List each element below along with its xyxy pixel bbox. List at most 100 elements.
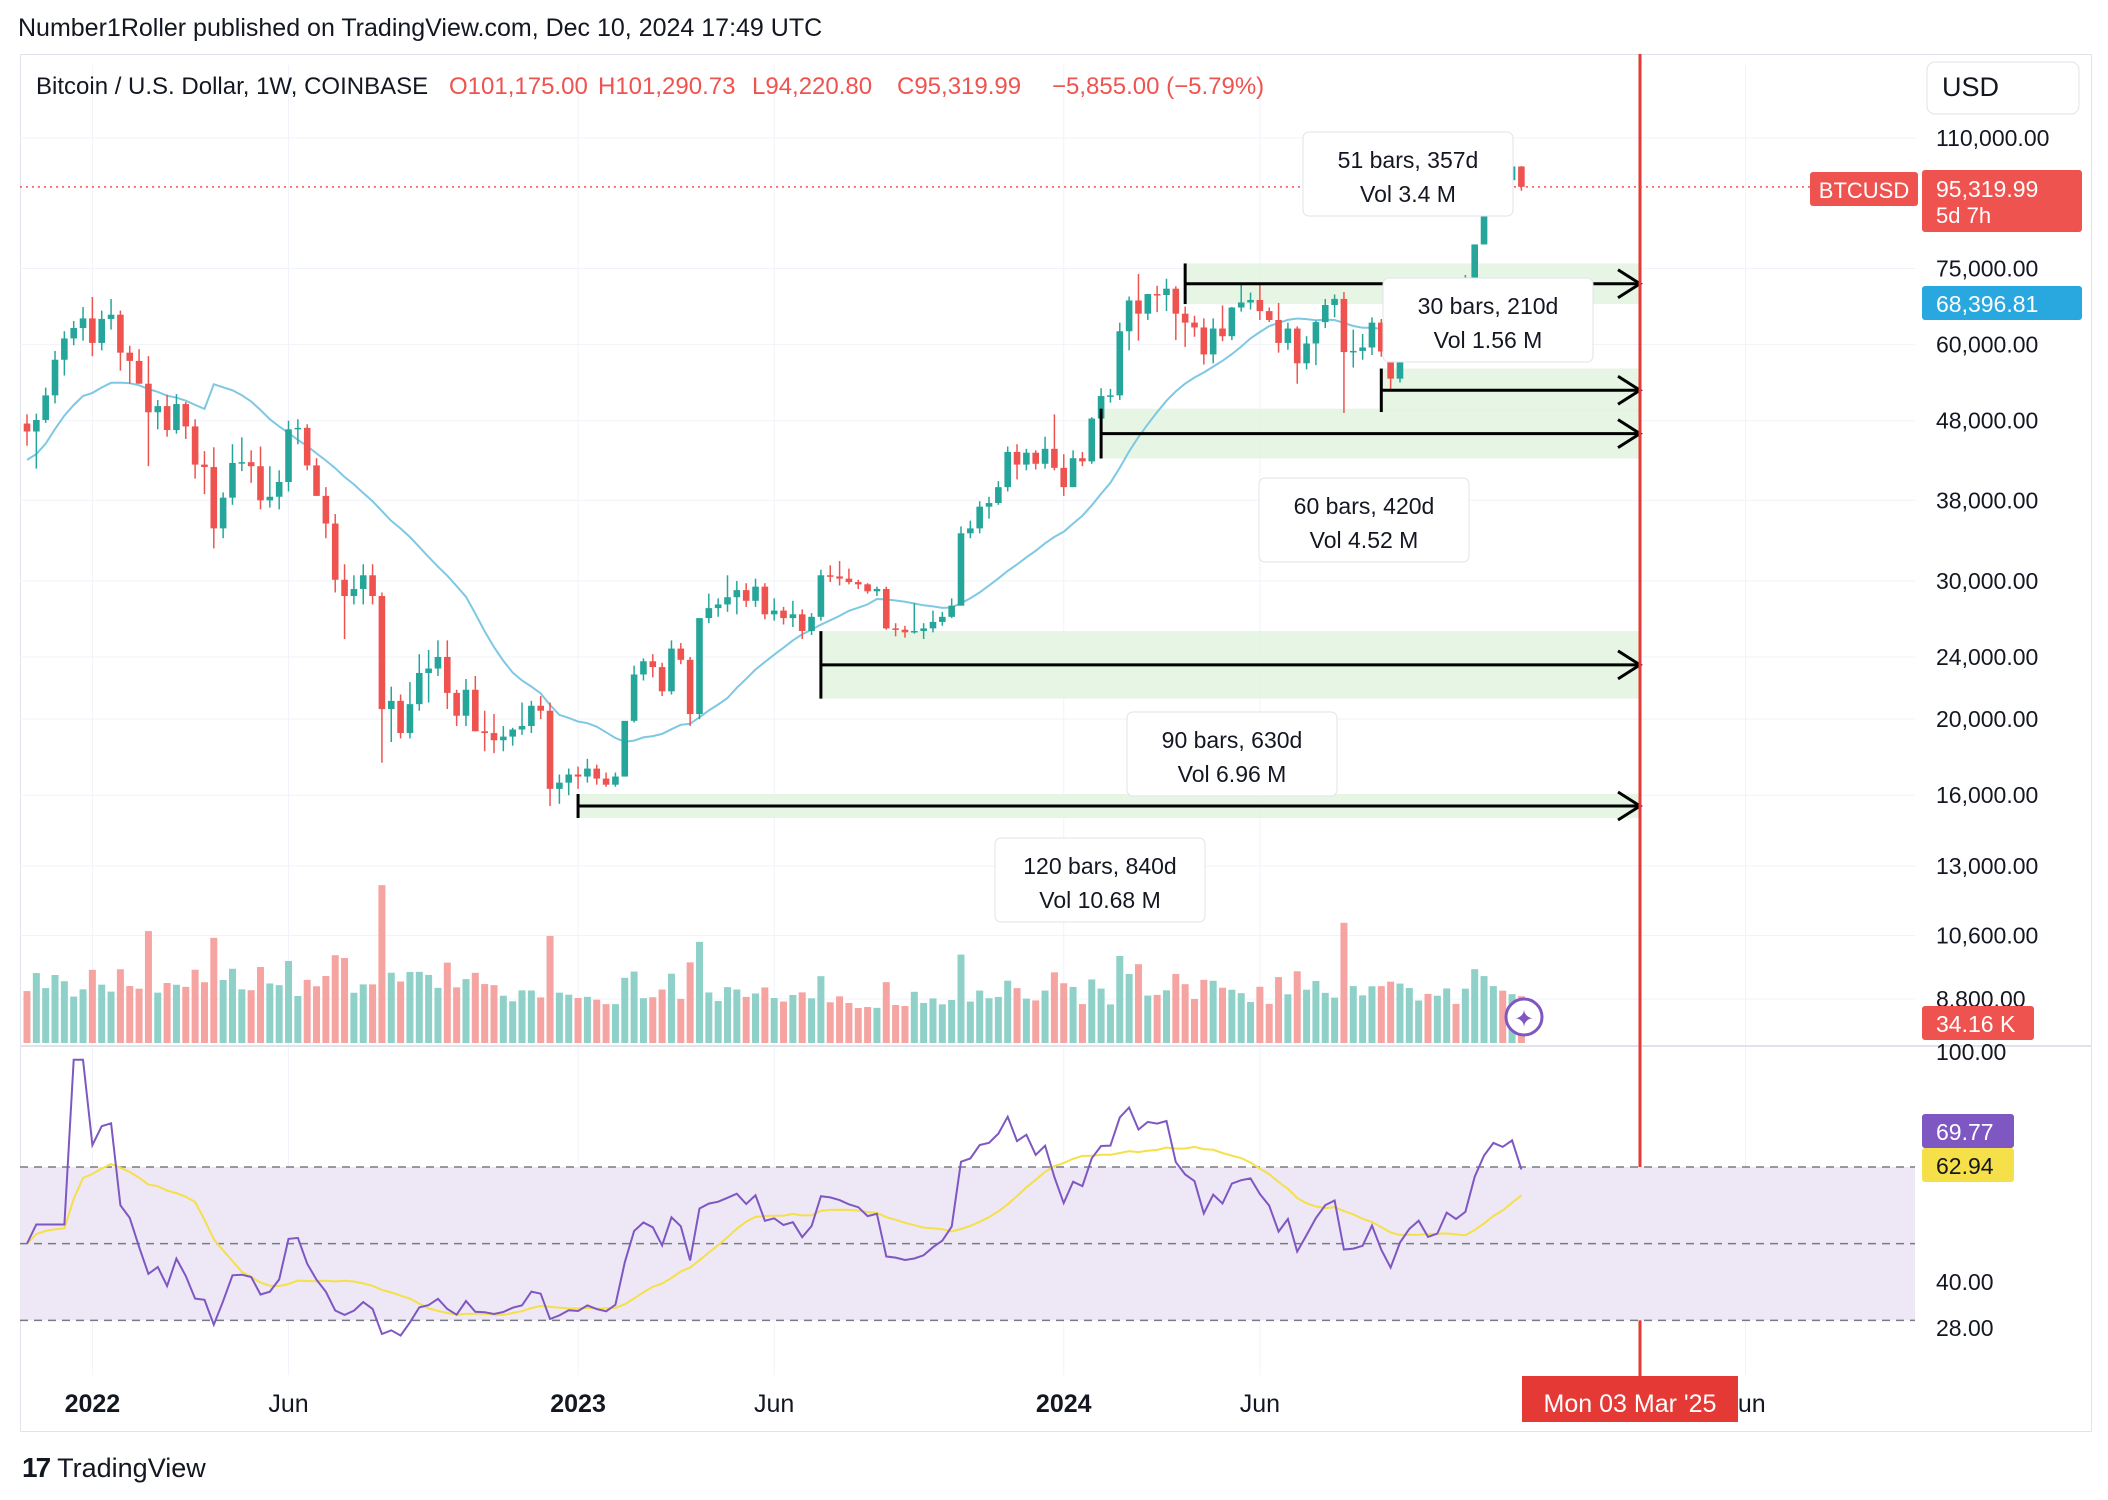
volume-bar: [752, 993, 760, 1043]
candle-body: [229, 462, 236, 498]
annotation-label-box: [1382, 277, 1594, 363]
candle-body: [1387, 351, 1394, 379]
volume-bar: [836, 996, 844, 1043]
volume-bar: [1275, 977, 1283, 1043]
candle-body: [23, 423, 31, 432]
volume-bar: [1293, 971, 1301, 1043]
candle-body: [191, 426, 199, 465]
volume-bar: [1312, 980, 1320, 1043]
volume-bar: [882, 982, 890, 1043]
volume-badge: [1922, 1006, 2034, 1040]
candle-body: [1172, 288, 1180, 314]
time-tick-label: 2023: [550, 1390, 606, 1418]
candle-body: [518, 726, 526, 730]
candle-body: [173, 404, 180, 431]
volume-bar: [32, 973, 40, 1043]
candle-body: [490, 733, 498, 741]
volume-bar: [994, 996, 1002, 1043]
volume-bar: [854, 1007, 862, 1043]
volume-bar: [780, 1001, 788, 1043]
tradingview-logo[interactable]: 17 TradingView: [22, 1452, 206, 1484]
countdown: 5d 7h: [1936, 203, 1991, 228]
rsi-ma-badge: [1922, 1148, 2014, 1182]
annotation-bars-label: 90 bars, 630d: [1162, 727, 1303, 753]
price-tick-label: 38,000.00: [1936, 487, 2038, 513]
volume-bar: [1181, 984, 1189, 1043]
candle-body: [714, 604, 722, 609]
volume-bar: [257, 967, 264, 1043]
volume-bar: [1433, 995, 1441, 1043]
volume-bar: [107, 991, 115, 1043]
time-tick-label: 2022: [65, 1390, 121, 1418]
price-tick-label: 13,000.00: [1936, 853, 2038, 879]
candle-body: [154, 406, 162, 413]
volume-bar: [1247, 1002, 1255, 1043]
rsi-value: 69.77: [1936, 1119, 1994, 1145]
volume-bar: [920, 1002, 928, 1043]
volume-bar: [275, 985, 283, 1043]
volume-bar: [397, 981, 405, 1043]
candle-body: [873, 588, 881, 592]
volume-bar: [1471, 969, 1479, 1043]
price-axis: 110,000.00 75,000.00 60,000.00 48,000.00 38,…: [1810, 125, 2082, 1341]
volume-bar: [499, 995, 507, 1043]
volume-value: 34.16 K: [1936, 1011, 2016, 1037]
volume-bar: [266, 983, 274, 1043]
volume-bar: [565, 994, 573, 1043]
candle-body: [948, 605, 955, 617]
volume-bar: [415, 971, 423, 1043]
price-tick-label: 16,000.00: [1936, 782, 2038, 808]
candle-body: [836, 576, 843, 579]
annotation-labels: 51 bars, 357d Vol 3.4 M 30 bars, 210d Vol 1…: [994, 131, 1594, 923]
ma-line: [26, 282, 1522, 743]
volume-bar: [602, 1004, 610, 1043]
candle-body: [826, 575, 834, 577]
volume-bar: [546, 936, 554, 1043]
volume-bar: [1424, 993, 1432, 1043]
volume-bar: [228, 968, 236, 1043]
candle-body: [1247, 299, 1254, 303]
volume-bar: [1405, 987, 1413, 1043]
volume-bar: [144, 931, 152, 1043]
candle-body: [696, 618, 703, 715]
candle-body: [472, 689, 479, 732]
volume-bar: [1116, 955, 1124, 1043]
candle-body: [612, 776, 619, 785]
legend-high: H101,290.73: [598, 73, 735, 100]
candle-body: [331, 523, 339, 580]
volume-bar: [1321, 992, 1329, 1043]
volume-bar: [1359, 995, 1367, 1043]
candle-body: [341, 579, 348, 597]
volume-bar: [527, 990, 535, 1043]
candle-body: [1331, 298, 1338, 305]
volume-bar: [481, 984, 489, 1043]
volume-bar: [425, 974, 433, 1043]
volume-bar: [1078, 1004, 1086, 1043]
volume-bar: [1237, 993, 1245, 1043]
currency-button[interactable]: USD: [1926, 61, 2080, 115]
candle-body: [509, 729, 516, 737]
annotation-label-box: [994, 837, 1206, 923]
volume-bar: [406, 971, 414, 1043]
volume-bar: [714, 1000, 722, 1043]
volume-bar: [742, 996, 750, 1043]
candle-body: [1256, 299, 1264, 312]
ma-value: 68,396.81: [1936, 291, 2038, 317]
candle-body: [1321, 304, 1329, 323]
volume-bar: [1219, 987, 1227, 1043]
candle-body: [770, 610, 778, 615]
candle-body: [145, 383, 152, 413]
legend-change: −5,855.00 (−5.79%): [1052, 73, 1264, 100]
add-indicator-icon[interactable]: ✦: [1504, 997, 1544, 1037]
volume-bar: [910, 991, 918, 1043]
candle-body: [1125, 300, 1133, 332]
legend-close: C95,319.99: [897, 73, 1021, 100]
volume-bar: [1004, 980, 1012, 1043]
candle-body: [219, 497, 227, 529]
cursor-date: Mon 03 Mar '25: [1544, 1390, 1717, 1418]
volume-bar: [658, 989, 666, 1043]
candle-body: [1265, 311, 1273, 320]
candle-body: [911, 631, 918, 633]
volume-bar: [1106, 1004, 1114, 1043]
